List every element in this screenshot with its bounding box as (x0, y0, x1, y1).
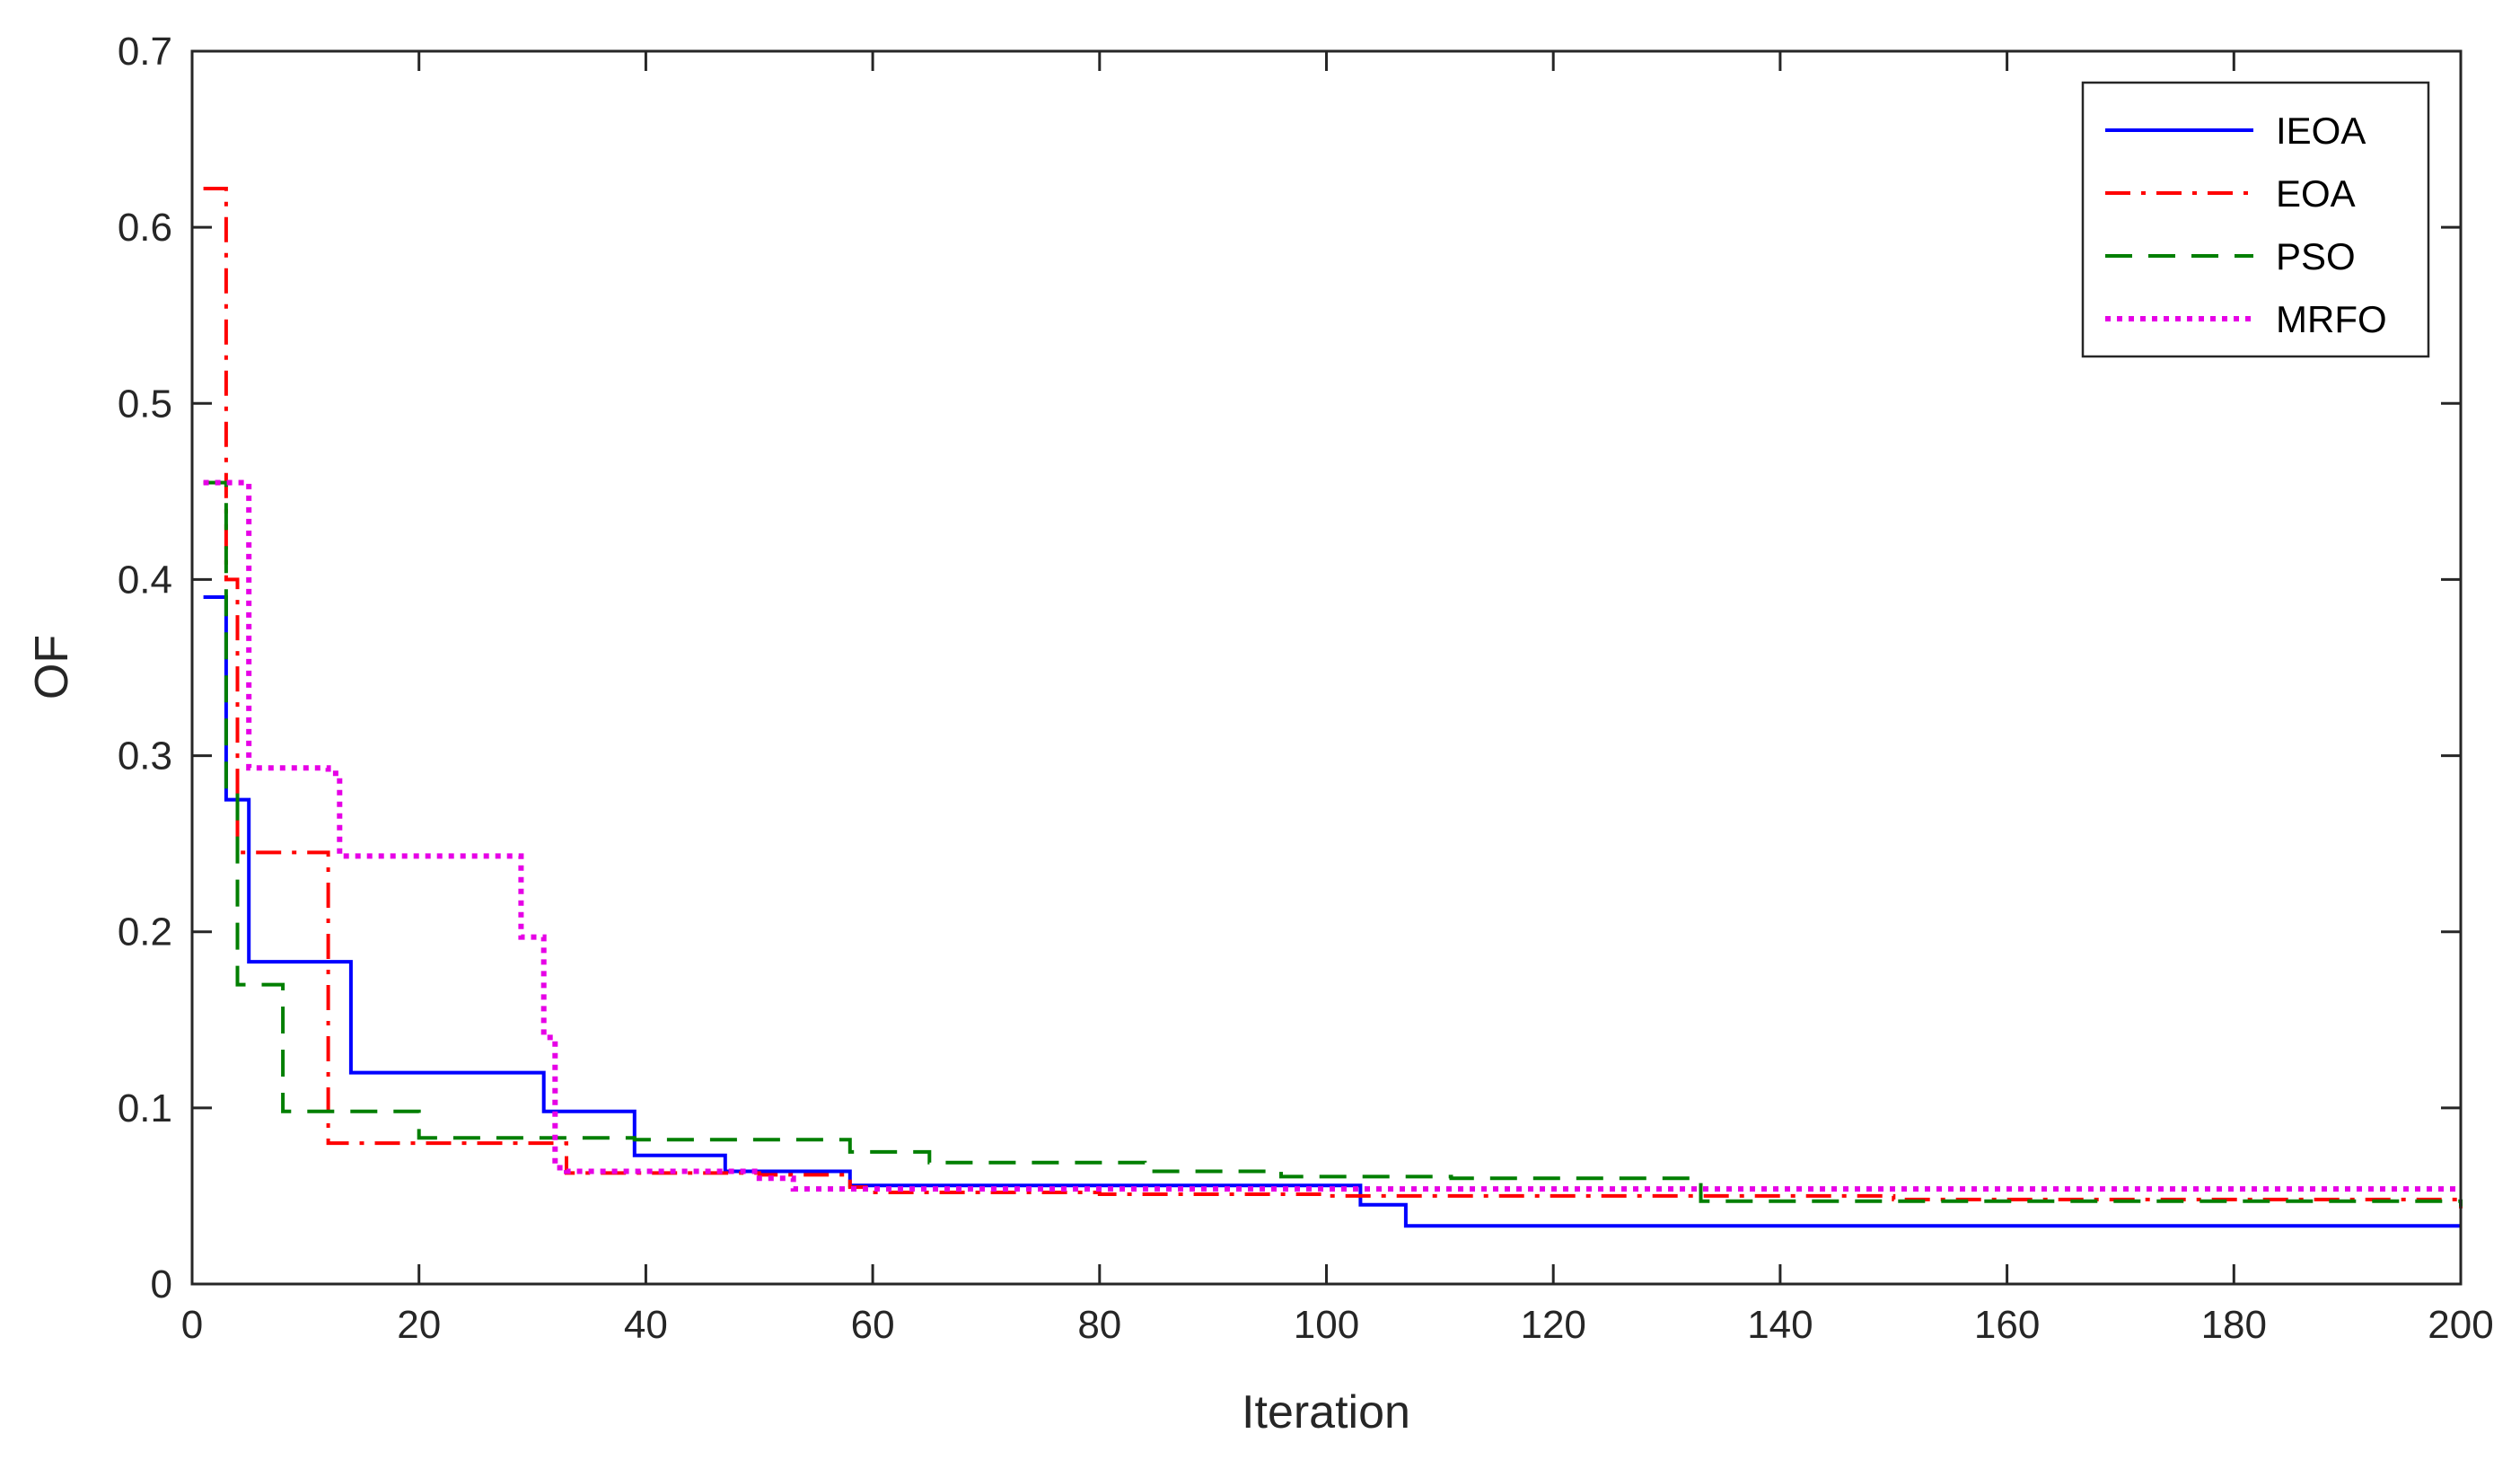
legend-entry-pso: PSO (2105, 235, 2356, 277)
x-tick-label: 160 (1974, 1303, 2040, 1347)
legend-entries: IEOA EOA PSO MRFO (2105, 110, 2387, 340)
y-tick-label: 0.1 (118, 1086, 172, 1130)
y-tick-label: 0.3 (118, 734, 172, 778)
x-tick-label: 120 (1520, 1303, 1585, 1347)
y-tick-label: 0.7 (118, 30, 172, 74)
legend-label: IEOA (2276, 110, 2366, 152)
legend: IEOA EOA PSO MRFO (2081, 81, 2430, 358)
legend-label: EOA (2276, 172, 2356, 215)
x-tick-label: 40 (624, 1303, 668, 1347)
x-tick-label: 180 (2201, 1303, 2267, 1347)
x-tick-label: 80 (1077, 1303, 1121, 1347)
legend-entry-mrfo: MRFO (2105, 298, 2387, 340)
x-tick-label: 100 (1294, 1303, 1359, 1347)
y-tick-label: 0.4 (118, 558, 172, 602)
series-layer (203, 187, 2463, 1228)
x-tick-label: 200 (2428, 1303, 2493, 1347)
tick-layer: 0 20 40 60 80 100 120 140 160 180 200 0 0.1 0.2 0.3 0.4… (118, 30, 2494, 1347)
x-tick-label: 20 (397, 1303, 441, 1347)
x-tick-label: 0 (181, 1303, 203, 1347)
x-tick-label: 140 (1747, 1303, 1813, 1347)
y-tick-label: 0 (151, 1262, 172, 1306)
series-line-eoa (203, 187, 2463, 1209)
series-line-mrfo (203, 479, 2461, 1192)
legend-entry-ieoa: IEOA (2105, 110, 2366, 152)
series-line-pso (203, 480, 2463, 1207)
y-axis-label: OF (26, 635, 78, 699)
y-tick-label: 0.6 (118, 206, 172, 250)
x-tick-label: 60 (851, 1303, 895, 1347)
legend-box (2081, 81, 2430, 358)
legend-label: MRFO (2276, 298, 2387, 340)
series-line-ieoa (203, 595, 2461, 1228)
legend-label: PSO (2276, 235, 2356, 277)
legend-entry-eoa: EOA (2105, 172, 2356, 215)
x-axis-label: Iteration (1242, 1386, 1410, 1438)
y-tick-label: 0.2 (118, 910, 172, 954)
y-tick-label: 0.5 (118, 382, 172, 426)
